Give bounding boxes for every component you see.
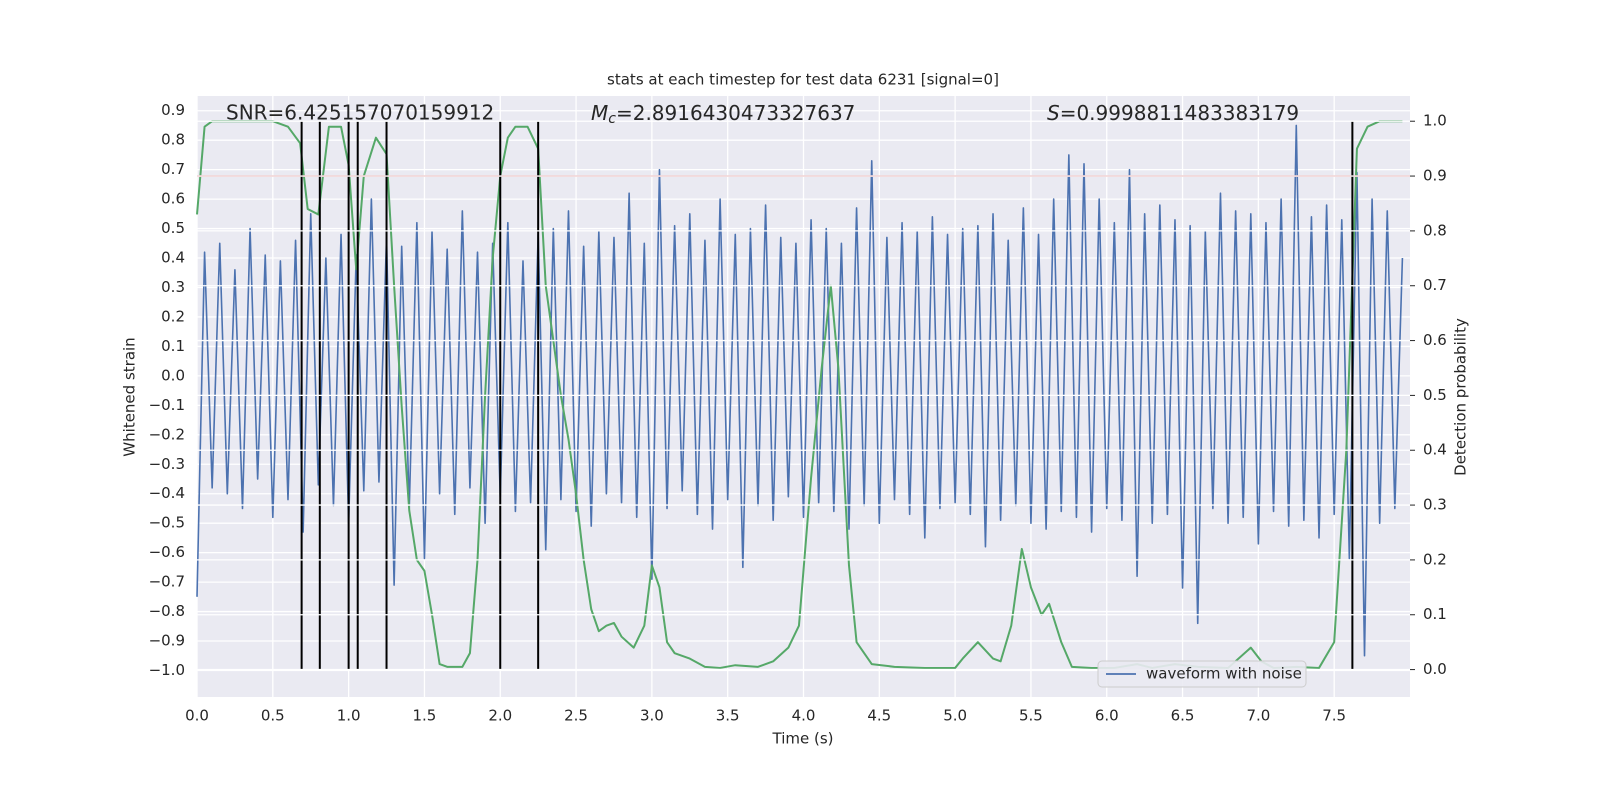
x-tick-label: 3.0	[640, 707, 664, 725]
y2-tick-label: 0.6	[1423, 331, 1447, 349]
x-tick-label: 3.5	[716, 707, 740, 725]
x-tick-label: 0.5	[261, 707, 285, 725]
x-axis-label: Time (s)	[772, 730, 834, 748]
y2-tick-label: 0.0	[1423, 660, 1447, 678]
y2-tick-label: 0.1	[1423, 605, 1447, 623]
x-tick-label: 2.5	[564, 707, 588, 725]
x-tick-label: 5.0	[943, 707, 967, 725]
annotation-text: =0.9998811483383179	[1060, 101, 1299, 125]
y-tick-label: 0.3	[161, 278, 185, 296]
y-tick-label: 0.8	[161, 131, 185, 149]
legend-label: waveform with noise	[1146, 665, 1302, 683]
y-tick-label: 0.4	[161, 249, 185, 267]
y2-tick-label: 0.8	[1423, 221, 1447, 239]
y2-tick-label: 0.3	[1423, 496, 1447, 514]
annotation-symbol: S	[1047, 101, 1060, 125]
y-tick-label: 0.5	[161, 219, 185, 237]
y-tick-label: −0.6	[149, 543, 185, 561]
y-tick-label: −0.3	[149, 455, 185, 473]
overlay-layer: waveform with noise	[197, 120, 1410, 688]
x-tick-label: 4.0	[792, 707, 816, 725]
y-tick-label: −0.4	[149, 484, 185, 502]
y2-axis-label: Detection probability	[1452, 318, 1470, 476]
annotation: Mc=2.8916430473327637	[591, 101, 855, 128]
x-tick-label: 1.0	[337, 707, 361, 725]
y-axis-label: Whitened strain	[121, 337, 139, 456]
annotation-symbol: M	[591, 101, 608, 125]
y2-tick-label: 0.5	[1423, 386, 1447, 404]
y-tick-label: 0.1	[161, 337, 185, 355]
y-tick-label: −0.1	[149, 396, 185, 414]
x-tick-label: 6.0	[1095, 707, 1119, 725]
x-tick-label: 1.5	[413, 707, 437, 725]
annotation-subscript: c	[608, 111, 616, 127]
y2-tick-label: 0.4	[1423, 441, 1447, 459]
y-tick-label: −1.0	[149, 661, 185, 679]
annotation-text: =2.8916430473327637	[616, 101, 855, 125]
waveform-line	[196, 124, 1404, 657]
annotation: SNR=6.425157070159912	[226, 101, 494, 125]
y-tick-label: −0.9	[149, 632, 185, 650]
y2-tick-label: 0.2	[1423, 550, 1447, 568]
y2-tick-label: 0.7	[1423, 276, 1447, 294]
y-tick-label: −0.7	[149, 573, 185, 591]
x-tick-label: 0.0	[185, 707, 209, 725]
y-tick-label: 0.9	[161, 101, 185, 119]
x-tick-label: 7.5	[1322, 707, 1346, 725]
y-tick-label: 0.0	[161, 366, 185, 384]
y-tick-label: 0.2	[161, 307, 185, 325]
y-tick-label: −0.5	[149, 514, 185, 532]
x-tick-label: 2.0	[488, 707, 512, 725]
x-tick-label: 7.0	[1246, 707, 1270, 725]
y2-tick-label: 1.0	[1423, 112, 1447, 130]
x-tick-label: 4.5	[867, 707, 891, 725]
y-tick-label: −0.8	[149, 602, 185, 620]
y-tick-label: −0.2	[149, 425, 185, 443]
x-tick-label: 5.5	[1019, 707, 1043, 725]
y2-tick-label: 0.9	[1423, 167, 1447, 185]
y-tick-label: 0.6	[161, 190, 185, 208]
legend-box	[1097, 660, 1307, 688]
x-tick-label: 6.5	[1171, 707, 1195, 725]
y-tick-label: 0.7	[161, 160, 185, 178]
annotation: S=0.9998811483383179	[1047, 101, 1299, 125]
chart-title: stats at each timestep for test data 623…	[607, 71, 999, 89]
